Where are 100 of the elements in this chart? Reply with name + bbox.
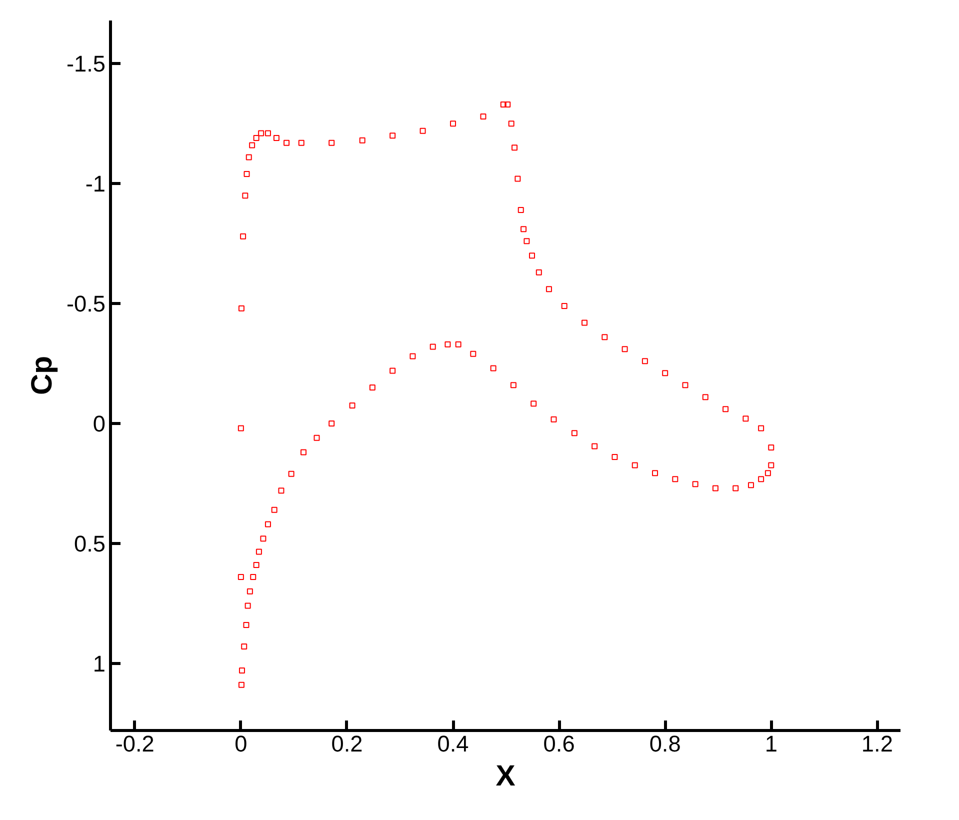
point bbox=[758, 425, 764, 432]
point bbox=[288, 470, 294, 477]
point bbox=[264, 521, 271, 528]
x-tick-label: 1 bbox=[764, 730, 778, 756]
point bbox=[748, 482, 754, 488]
point bbox=[602, 334, 608, 340]
point bbox=[241, 644, 248, 650]
point bbox=[561, 302, 568, 309]
point bbox=[455, 341, 462, 348]
point bbox=[250, 574, 256, 580]
point bbox=[768, 444, 774, 450]
x-tick-label: 1.2 bbox=[861, 730, 893, 756]
x-tick-label: 0 bbox=[234, 730, 248, 756]
point bbox=[722, 406, 729, 412]
point bbox=[632, 462, 638, 468]
y-tick-label: 1 bbox=[92, 650, 106, 676]
point bbox=[328, 420, 335, 426]
y-tick-label: -1 bbox=[85, 170, 106, 197]
point bbox=[238, 425, 244, 432]
point bbox=[518, 206, 524, 213]
point bbox=[238, 682, 244, 688]
point bbox=[249, 142, 256, 148]
x-tick-label: 0.4 bbox=[437, 730, 469, 756]
point bbox=[260, 536, 266, 542]
x-tick-label: 0.8 bbox=[649, 730, 681, 756]
point bbox=[369, 384, 376, 390]
point bbox=[612, 454, 618, 460]
point bbox=[242, 192, 248, 199]
point bbox=[470, 350, 476, 357]
point bbox=[264, 130, 271, 136]
point bbox=[390, 368, 396, 374]
point bbox=[682, 382, 688, 388]
point bbox=[314, 434, 320, 441]
point bbox=[742, 416, 749, 422]
point bbox=[244, 171, 250, 178]
point bbox=[328, 140, 335, 146]
point bbox=[510, 382, 516, 388]
point bbox=[652, 470, 658, 476]
x-tick-label: 0.6 bbox=[543, 730, 575, 756]
point bbox=[258, 130, 264, 136]
point bbox=[732, 485, 739, 492]
point bbox=[253, 135, 260, 142]
point bbox=[271, 506, 278, 513]
y-tick-label: -0.5 bbox=[66, 290, 106, 317]
point bbox=[662, 370, 668, 376]
y-tick-label: -1.5 bbox=[66, 50, 106, 77]
point bbox=[622, 346, 628, 352]
point bbox=[512, 144, 518, 151]
point bbox=[420, 128, 426, 134]
point bbox=[278, 488, 284, 494]
point bbox=[692, 481, 698, 488]
point bbox=[480, 113, 486, 120]
point bbox=[514, 176, 521, 182]
point bbox=[530, 400, 537, 407]
point bbox=[430, 344, 436, 350]
point bbox=[240, 233, 246, 240]
point bbox=[444, 341, 451, 348]
point bbox=[536, 269, 542, 276]
point bbox=[500, 101, 506, 108]
point bbox=[520, 226, 527, 232]
point bbox=[582, 320, 588, 326]
point bbox=[712, 485, 718, 492]
point bbox=[390, 132, 396, 139]
point bbox=[508, 120, 514, 127]
y-tick-label: 0.5 bbox=[74, 530, 106, 556]
point bbox=[450, 120, 456, 127]
point bbox=[359, 137, 366, 144]
y-tick-label: 0 bbox=[92, 410, 106, 436]
point bbox=[672, 476, 678, 482]
point bbox=[764, 470, 771, 476]
point bbox=[253, 562, 260, 568]
point bbox=[410, 353, 416, 360]
point bbox=[238, 574, 244, 580]
point bbox=[238, 668, 245, 674]
point bbox=[243, 622, 250, 628]
point bbox=[246, 588, 253, 594]
point bbox=[244, 602, 251, 609]
y-axis-title: Cp bbox=[25, 356, 58, 396]
point bbox=[642, 358, 648, 364]
point bbox=[246, 154, 252, 160]
x-tick-label: 0.2 bbox=[331, 730, 363, 756]
point bbox=[256, 548, 262, 555]
point bbox=[550, 416, 557, 422]
point bbox=[490, 365, 496, 372]
point bbox=[592, 443, 598, 450]
x-tick-label: -0.2 bbox=[115, 730, 154, 756]
point bbox=[571, 430, 578, 436]
point bbox=[273, 135, 280, 142]
point bbox=[702, 394, 708, 400]
point bbox=[300, 449, 306, 456]
point bbox=[524, 238, 530, 244]
point bbox=[504, 101, 511, 108]
point bbox=[758, 476, 764, 482]
point bbox=[298, 140, 304, 146]
point bbox=[349, 402, 356, 408]
point bbox=[529, 252, 536, 259]
point bbox=[546, 286, 552, 292]
point bbox=[768, 462, 774, 468]
x-axis-title: X bbox=[496, 760, 516, 792]
point bbox=[284, 140, 290, 146]
